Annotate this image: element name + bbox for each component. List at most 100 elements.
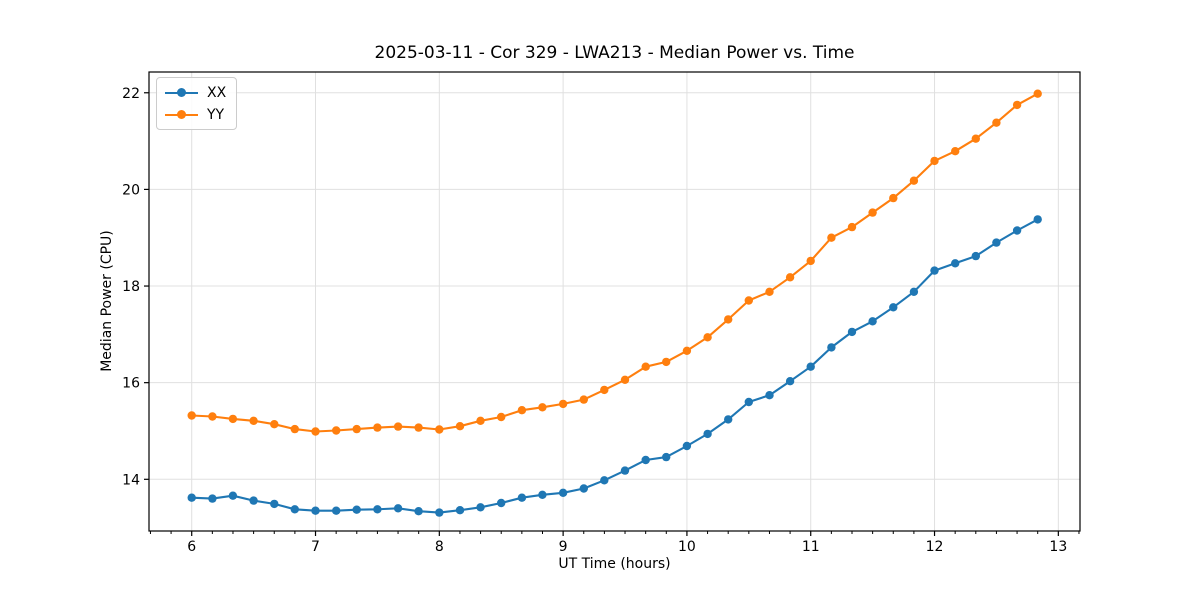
data-point-xx [290, 505, 299, 514]
data-point-yy [476, 416, 485, 425]
data-point-yy [889, 193, 898, 203]
data-point-xx [806, 362, 815, 371]
data-point-yy [682, 346, 692, 355]
data-point-xx [1012, 226, 1022, 235]
data-point-xx [187, 493, 196, 502]
series-line-yy [190, 92, 1039, 433]
data-point-xx [208, 494, 217, 503]
data-point-xx [868, 317, 877, 326]
data-point-xx [249, 496, 258, 505]
data-point-xx [435, 508, 444, 517]
legend-dot-swatch [177, 88, 186, 97]
x-tick-label: 7 [311, 539, 320, 555]
x-tick-label: 10 [678, 539, 696, 555]
data-point-yy [662, 357, 671, 367]
data-point-yy [600, 385, 609, 395]
data-point-xx [270, 499, 279, 509]
data-point-xx [724, 415, 733, 424]
data-point-xx [600, 476, 609, 485]
legend-marker-icon [165, 109, 198, 120]
data-point-xx [889, 303, 898, 312]
data-point-xx [951, 259, 960, 268]
data-point-xx [620, 466, 630, 475]
data-point-yy [992, 118, 1001, 127]
legend-item-xx: XX [165, 83, 226, 102]
data-point-xx [414, 507, 423, 516]
data-point-yy [785, 273, 795, 282]
data-point-yy [414, 423, 423, 432]
legend-label: XX [207, 84, 227, 101]
data-point-xx [641, 455, 650, 465]
data-point-xx [455, 506, 465, 515]
legend-marker-icon [165, 87, 198, 98]
data-point-xx [930, 266, 939, 275]
x-tick-label: 9 [559, 539, 568, 555]
data-point-yy [909, 176, 919, 185]
x-tick-label: 8 [435, 539, 444, 555]
data-point-yy [1012, 100, 1022, 110]
data-point-yy [806, 256, 815, 266]
y-tick-label: 22 [122, 86, 140, 102]
legend-dot-swatch [177, 110, 186, 119]
data-point-yy [641, 362, 650, 371]
data-point-yy [868, 208, 877, 217]
data-point-xx [228, 491, 238, 500]
legend-item-yy: YY [165, 105, 226, 124]
data-point-xx [909, 287, 919, 296]
data-point-yy [517, 406, 527, 415]
data-point-xx [1033, 215, 1042, 224]
data-point-yy [497, 412, 506, 422]
data-point-yy [352, 424, 361, 434]
data-point-xx [579, 484, 588, 493]
data-point-yy [930, 156, 939, 166]
data-point-xx [558, 488, 568, 497]
data-point-yy [579, 395, 588, 404]
legend: XX YY [156, 77, 238, 130]
data-point-xx [538, 490, 547, 499]
legend-label: YY [207, 106, 225, 123]
data-point-xx [847, 327, 857, 337]
data-point-yy [249, 416, 258, 425]
axes-frame [148, 71, 1081, 532]
data-point-yy [435, 425, 444, 434]
data-point-xx [827, 343, 836, 352]
data-point-yy [620, 375, 630, 384]
y-tick-label: 14 [122, 472, 140, 488]
x-tick-label: 13 [1049, 539, 1067, 555]
data-point-yy [558, 399, 568, 409]
data-point-yy [373, 423, 382, 432]
data-point-yy [538, 403, 547, 412]
data-point-yy [703, 333, 712, 342]
data-point-xx [744, 397, 753, 407]
data-point-yy [744, 296, 753, 305]
y-tick-label: 16 [122, 376, 140, 392]
data-point-xx [992, 238, 1001, 247]
data-point-yy [332, 426, 341, 435]
data-point-yy [228, 414, 238, 424]
data-point-yy [311, 427, 320, 436]
data-point-xx [517, 493, 527, 502]
data-point-xx [497, 498, 506, 508]
data-point-yy [1033, 89, 1042, 98]
y-axis-label: Median Power (CPU) [99, 230, 115, 372]
data-point-xx [703, 429, 712, 439]
data-point-yy [393, 422, 403, 431]
x-axis-label: UT Time (hours) [558, 556, 671, 572]
data-point-xx [662, 452, 671, 462]
data-point-yy [971, 134, 980, 143]
data-point-yy [455, 422, 465, 431]
y-tick-label: 20 [122, 182, 140, 198]
data-point-xx [352, 505, 361, 514]
data-point-yy [765, 287, 774, 296]
data-point-yy [270, 420, 279, 429]
data-point-xx [311, 506, 320, 515]
data-point-xx [393, 504, 403, 513]
data-point-yy [187, 411, 196, 420]
data-point-yy [724, 315, 733, 324]
data-point-xx [476, 503, 485, 512]
chart-title: 2025-03-11 - Cor 329 - LWA213 - Median P… [374, 43, 855, 63]
series-line-xx [190, 218, 1039, 514]
data-point-xx [373, 505, 382, 514]
